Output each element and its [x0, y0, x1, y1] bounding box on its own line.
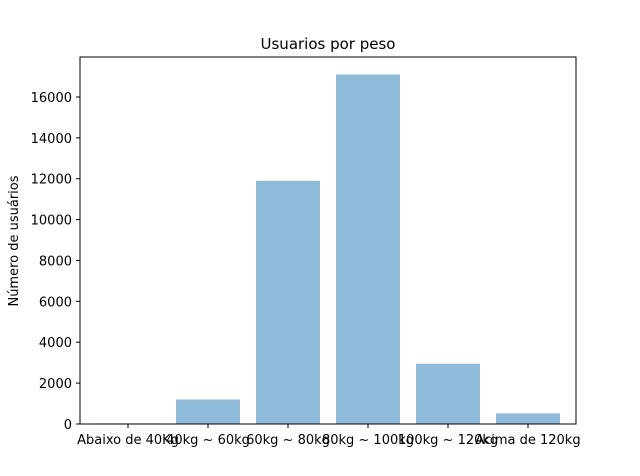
x-tick-label-2: 60kg ~ 80kg — [246, 433, 330, 448]
y-tick-label-0: 0 — [64, 418, 72, 433]
y-axis-label: Número de usuários — [7, 175, 22, 306]
x-tick-label-4: 100kg ~ 120kg — [398, 433, 498, 448]
y-tick-label-4: 8000 — [39, 254, 72, 269]
x-tick-label-1: 40kg ~ 60kg — [166, 433, 250, 448]
x-tick-label-5: Acima de 120kg — [475, 433, 580, 448]
bar-4 — [416, 363, 480, 424]
y-tick-label-8: 16000 — [31, 91, 72, 106]
y-tick-label-3: 6000 — [39, 295, 72, 310]
y-tick-label-2: 4000 — [39, 336, 72, 351]
x-tick-label-3: 80kg ~ 100kg — [322, 433, 414, 448]
y-tick-label-7: 14000 — [31, 132, 72, 147]
bar-5 — [496, 413, 560, 424]
bar-3 — [336, 74, 400, 424]
bar-1 — [176, 399, 240, 424]
chart-title: Usuarios por peso — [261, 35, 396, 53]
y-tick-label-6: 12000 — [31, 173, 72, 188]
bars-group — [96, 74, 560, 424]
y-tick-label-5: 10000 — [31, 214, 72, 229]
bar-2 — [256, 180, 320, 424]
y-axis-ticks: 0 2000 4000 6000 8000 10000 12000 14000 16000 — [31, 91, 80, 433]
plot-frame — [79, 56, 577, 425]
x-tick-label-0: Abaixo de 40Kg — [77, 433, 179, 448]
y-tick-label-1: 2000 — [39, 377, 72, 392]
